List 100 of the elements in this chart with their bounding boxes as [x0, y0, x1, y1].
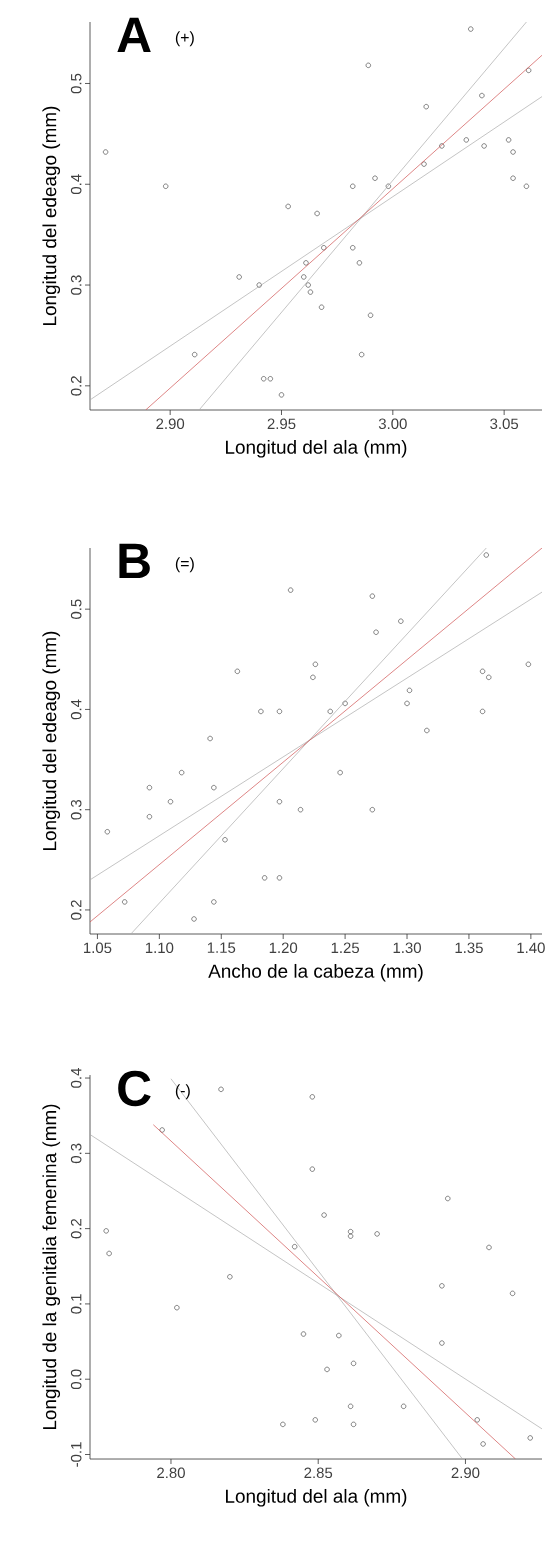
point [174, 1305, 180, 1311]
x-tick-label: 2.90 [156, 418, 185, 430]
point [234, 668, 240, 674]
annotation: (=) [175, 557, 194, 573]
y-tick-label: 0.2 [70, 376, 82, 396]
point [404, 700, 410, 707]
point [300, 1331, 307, 1337]
point [159, 1127, 165, 1133]
point [468, 26, 474, 32]
point [321, 1212, 327, 1218]
point [146, 785, 153, 791]
point [305, 282, 311, 288]
point [463, 137, 469, 143]
point [474, 1417, 480, 1423]
x-tick-label: 1.15 [207, 942, 236, 953]
y-axis-title: Longitud del edeago (mm) [42, 106, 61, 325]
point [310, 674, 316, 680]
x-tick-label: 2.80 [157, 1467, 185, 1479]
point [211, 785, 217, 791]
y-tick-label: 0.4 [70, 174, 82, 195]
point [374, 1231, 380, 1237]
point [483, 552, 489, 558]
point [401, 1403, 407, 1409]
point [146, 814, 153, 820]
point [486, 674, 492, 680]
point [350, 245, 356, 251]
y-tick-label: 0.3 [70, 799, 82, 820]
y-axis-title: Longitud del edeago (mm) [42, 631, 61, 850]
x-axis-title: Longitud del ala (mm) [226, 1488, 407, 1507]
point [218, 1086, 224, 1092]
annotation: (+) [175, 31, 194, 47]
point [312, 661, 318, 667]
point [480, 1441, 486, 1447]
point [350, 1421, 357, 1427]
x-tick-label: 1.10 [145, 942, 174, 954]
x-tick-label: 2.85 [304, 1467, 333, 1479]
y-tick-label: 0.3 [70, 275, 82, 295]
point [373, 629, 379, 635]
y-tick-label: 0.3 [70, 1143, 82, 1164]
point [280, 1421, 286, 1427]
point [297, 807, 304, 813]
point [104, 829, 110, 835]
x-tick-label: 1.05 [84, 942, 112, 954]
point [406, 687, 413, 693]
point [356, 260, 363, 266]
point [179, 769, 185, 776]
point [525, 661, 531, 667]
x-tick-label: 2.95 [267, 418, 296, 430]
point [122, 899, 128, 905]
annotation: A [117, 17, 151, 53]
point [479, 92, 485, 99]
point [527, 1435, 533, 1441]
point [207, 735, 213, 742]
point [479, 708, 486, 715]
point [236, 274, 242, 280]
point [445, 1195, 451, 1202]
point [285, 203, 291, 210]
point [367, 312, 374, 318]
point [369, 807, 375, 813]
point [359, 351, 365, 358]
point [348, 1403, 354, 1409]
point [327, 708, 333, 715]
point [258, 708, 264, 715]
y-tick-label: 0.5 [70, 73, 82, 94]
point [369, 593, 375, 599]
point [439, 1340, 445, 1346]
point [312, 1417, 318, 1423]
y-tick-label: 0.4 [70, 1068, 82, 1088]
y-tick-label: -0.1 [70, 1442, 82, 1467]
point [163, 183, 169, 189]
point [256, 282, 262, 288]
point [350, 1360, 357, 1366]
x-tick-label: 3.05 [490, 418, 519, 430]
point [526, 67, 532, 73]
x-tick-label: 1.20 [269, 942, 298, 954]
point [348, 1229, 354, 1235]
point [261, 376, 267, 382]
y-tick-label: 0.2 [70, 900, 82, 920]
point [191, 916, 197, 922]
point [167, 799, 174, 805]
point [103, 1228, 109, 1234]
point [301, 274, 307, 280]
point [439, 143, 445, 149]
point [321, 245, 327, 251]
point [192, 351, 198, 358]
point [350, 183, 356, 189]
point [267, 376, 273, 382]
point [348, 1233, 354, 1239]
point [523, 183, 530, 189]
point [276, 875, 283, 881]
point [222, 837, 228, 843]
y-axis-title: Longitud de la genitalia femenina (mm) [42, 1104, 61, 1430]
point [278, 392, 285, 398]
point [276, 799, 283, 805]
point [486, 1244, 492, 1251]
point [309, 1094, 315, 1100]
point [106, 1250, 112, 1257]
point [288, 587, 294, 593]
x-tick-label: 1.40 [517, 942, 545, 954]
point [385, 183, 391, 189]
